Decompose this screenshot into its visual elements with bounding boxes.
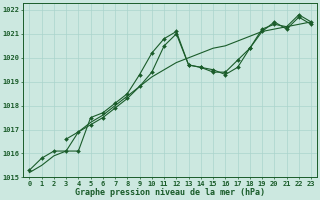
X-axis label: Graphe pression niveau de la mer (hPa): Graphe pression niveau de la mer (hPa) xyxy=(75,188,265,197)
